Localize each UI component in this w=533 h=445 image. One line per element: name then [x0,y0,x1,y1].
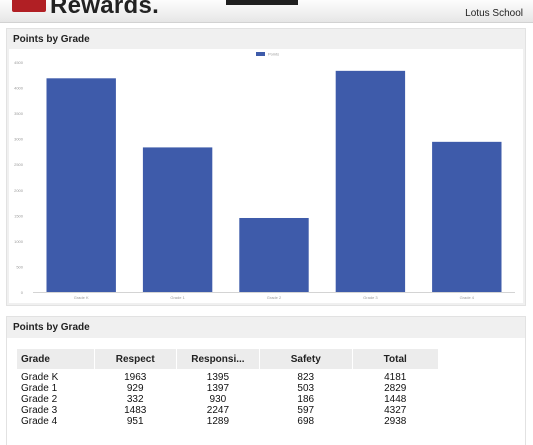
cell-responsibility: 1395 [206,372,230,383]
column-header-respect[interactable]: Respect [94,349,177,369]
chart-panel-title: Points by Grade [13,34,90,45]
y-tick-label: 500 [16,264,23,269]
table-panel: Points by Grade Grade Respect Responsi..… [6,316,526,445]
top-header: Rewards. Lotus School [0,0,533,23]
cell-respect: 1963 [124,372,147,383]
column-header-total[interactable]: Total [352,349,440,369]
cell-responsibility: 2247 [206,405,230,416]
cell-respect: 1483 [124,405,147,416]
bar-grade-2 [239,217,309,292]
cell-grade: Grade 2 [21,394,58,405]
legend-label: Points [268,52,279,57]
cell-grade: Grade 1 [21,383,58,394]
column-header-safety[interactable]: Safety [259,349,353,369]
cell-total: 2829 [384,383,407,394]
chart-area: 0 500 1000 1500 2000 2500 3000 3500 4000 4500 Grad… [9,49,523,303]
cell-total: 2938 [384,416,407,427]
cell-grade: Grade 3 [21,405,58,416]
rewards-logo-icon[interactable] [12,0,46,12]
cell-total: 4181 [384,372,407,383]
cell-safety: 597 [297,405,315,416]
y-tick-label: 2000 [14,188,24,193]
cell-safety: 823 [297,372,315,383]
cell-grade: Grade K [21,372,59,383]
y-tick-label: 3000 [14,137,24,142]
y-tick-label: 4000 [14,86,24,91]
x-tick-label: Grade 3 [363,295,378,300]
column-header-responsibility[interactable]: Responsi... [176,349,261,369]
cell-total: 1448 [384,394,407,405]
y-tick-label: 0 [21,290,24,295]
table-row: Grade 3 1483 2247 597 4327 [17,405,439,416]
cell-safety: 698 [297,416,315,427]
bar-grade-3 [335,70,406,292]
brand-name[interactable]: Rewards. [50,0,160,19]
x-tick-label: Grade 2 [267,295,282,300]
points-table: Grade Respect Responsi... Safety Total G… [17,349,440,427]
bar-grade-1 [142,147,213,292]
bar-grade-4 [432,141,502,292]
table-area: Grade Respect Responsi... Safety Total G… [7,338,525,445]
legend-swatch [256,52,265,56]
cell-responsibility: 930 [209,394,227,405]
cell-safety: 186 [297,394,315,405]
cell-respect: 332 [126,394,144,405]
x-tick-label: Grade K [74,295,89,300]
x-tick-label: Grade 4 [460,295,475,300]
points-bar-chart: 0 500 1000 1500 2000 2500 3000 3500 4000 4500 Grad… [14,52,515,300]
cell-grade: Grade 4 [21,416,58,427]
x-tick-label: Grade 1 [170,295,185,300]
cell-responsibility: 1397 [206,383,230,394]
y-tick-label: 4500 [14,60,24,65]
bar-grade-k [46,78,116,292]
cell-total: 4327 [384,405,407,416]
table-row: Grade K 1963 1395 823 4181 [17,372,439,383]
table-row: Grade 2 332 930 186 1448 [17,394,439,405]
y-tick-label: 1000 [14,239,24,244]
y-tick-label: 1500 [14,213,24,218]
chart-panel: Points by Grade 0 500 1000 1500 2000 2500 3000… [6,28,526,306]
column-header-grade[interactable]: Grade [17,349,95,369]
cell-respect: 951 [126,416,144,427]
table-panel-title: Points by Grade [13,322,90,333]
y-tick-label: 3500 [14,111,24,116]
cell-respect: 929 [126,383,144,394]
table-row: Grade 4 951 1289 698 2938 [17,416,439,427]
nav-menu-tab[interactable] [226,0,298,5]
table-header-row: Grade Respect Responsi... Safety Total [17,349,440,369]
school-name: Lotus School [465,8,523,19]
cell-safety: 503 [297,383,315,394]
y-tick-label: 2500 [14,162,24,167]
table-row: Grade 1 929 1397 503 2829 [17,383,439,394]
cell-responsibility: 1289 [206,416,230,427]
